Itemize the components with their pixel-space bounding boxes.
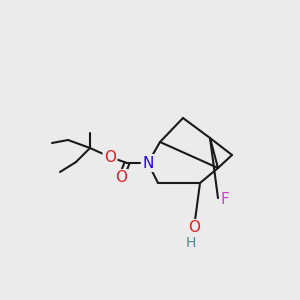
- Text: O: O: [188, 220, 200, 236]
- Text: O: O: [115, 170, 127, 185]
- Text: O: O: [104, 149, 116, 164]
- Text: F: F: [221, 193, 230, 208]
- Text: H: H: [186, 236, 196, 250]
- Text: N: N: [142, 155, 154, 170]
